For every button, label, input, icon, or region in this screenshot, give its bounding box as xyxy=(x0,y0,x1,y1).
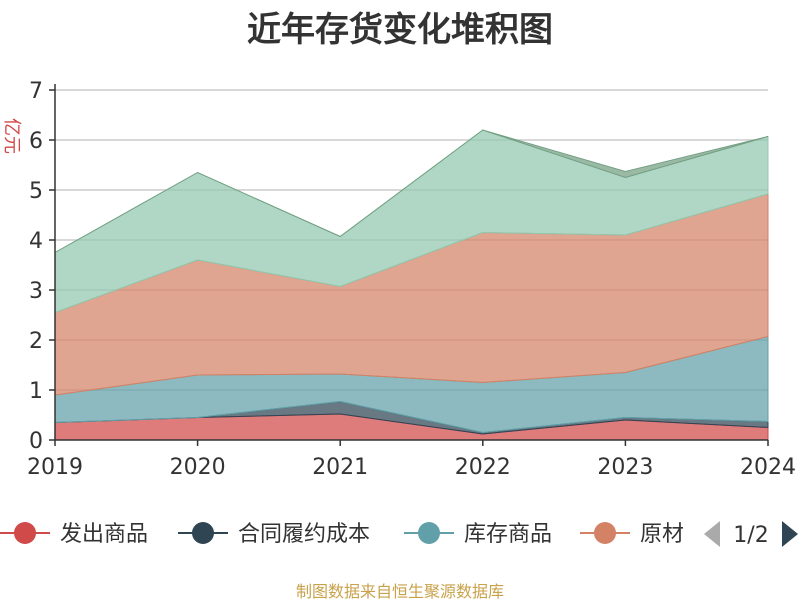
legend-item[interactable]: 发出商品 xyxy=(0,522,148,547)
legend-label: 原材 xyxy=(640,522,684,547)
legend-label: 发出商品 xyxy=(60,522,148,547)
chart-title: 近年存货变化堆积图 xyxy=(247,10,553,50)
legend-label: 合同履约成本 xyxy=(238,522,370,547)
x-tick-label: 2019 xyxy=(27,455,83,480)
legend-prev-icon[interactable] xyxy=(704,521,720,547)
axes: 0 1 2 3 4 5 6 7 2019 2020 2021 2022 2023 2024 xyxy=(27,79,796,480)
legend-items: 发出商品 合同履约成本 库存商品 原材 xyxy=(0,522,684,547)
y-tick-label: 5 xyxy=(29,179,43,204)
legend-marker-icon xyxy=(14,522,36,544)
legend-next-icon[interactable] xyxy=(782,521,798,547)
x-tick-label: 2024 xyxy=(740,455,796,480)
y-tick-label: 3 xyxy=(29,279,43,304)
legend-page-indicator: 1/2 xyxy=(733,523,768,548)
legend-item[interactable]: 库存商品 xyxy=(404,522,552,547)
x-tick-label: 2020 xyxy=(170,455,226,480)
y-tick-label: 1 xyxy=(29,379,43,404)
x-tick-label: 2023 xyxy=(597,455,653,480)
legend-item[interactable]: 原材 xyxy=(580,522,684,547)
x-tick-label: 2021 xyxy=(312,455,368,480)
y-tick-label: 0 xyxy=(29,429,43,454)
legend-marker-icon xyxy=(594,522,616,544)
y-axis-label: 亿元 xyxy=(1,118,22,154)
y-tick-label: 4 xyxy=(29,229,43,254)
legend-marker-icon xyxy=(192,522,214,544)
area-series-5 xyxy=(54,129,769,253)
y-tick-label: 2 xyxy=(29,329,43,354)
legend-marker-icon xyxy=(418,522,440,544)
legend: 发出商品 合同履约成本 库存商品 原材 1/2 xyxy=(0,521,798,548)
stacked-areas xyxy=(54,129,769,441)
source-note: 制图数据来自恒生聚源数据库 xyxy=(295,582,504,601)
y-tick-label: 7 xyxy=(29,79,43,104)
legend-item[interactable]: 合同履约成本 xyxy=(178,522,370,547)
legend-label: 库存商品 xyxy=(464,522,552,547)
x-tick-label: 2022 xyxy=(455,455,511,480)
y-tick-label: 6 xyxy=(29,129,43,154)
